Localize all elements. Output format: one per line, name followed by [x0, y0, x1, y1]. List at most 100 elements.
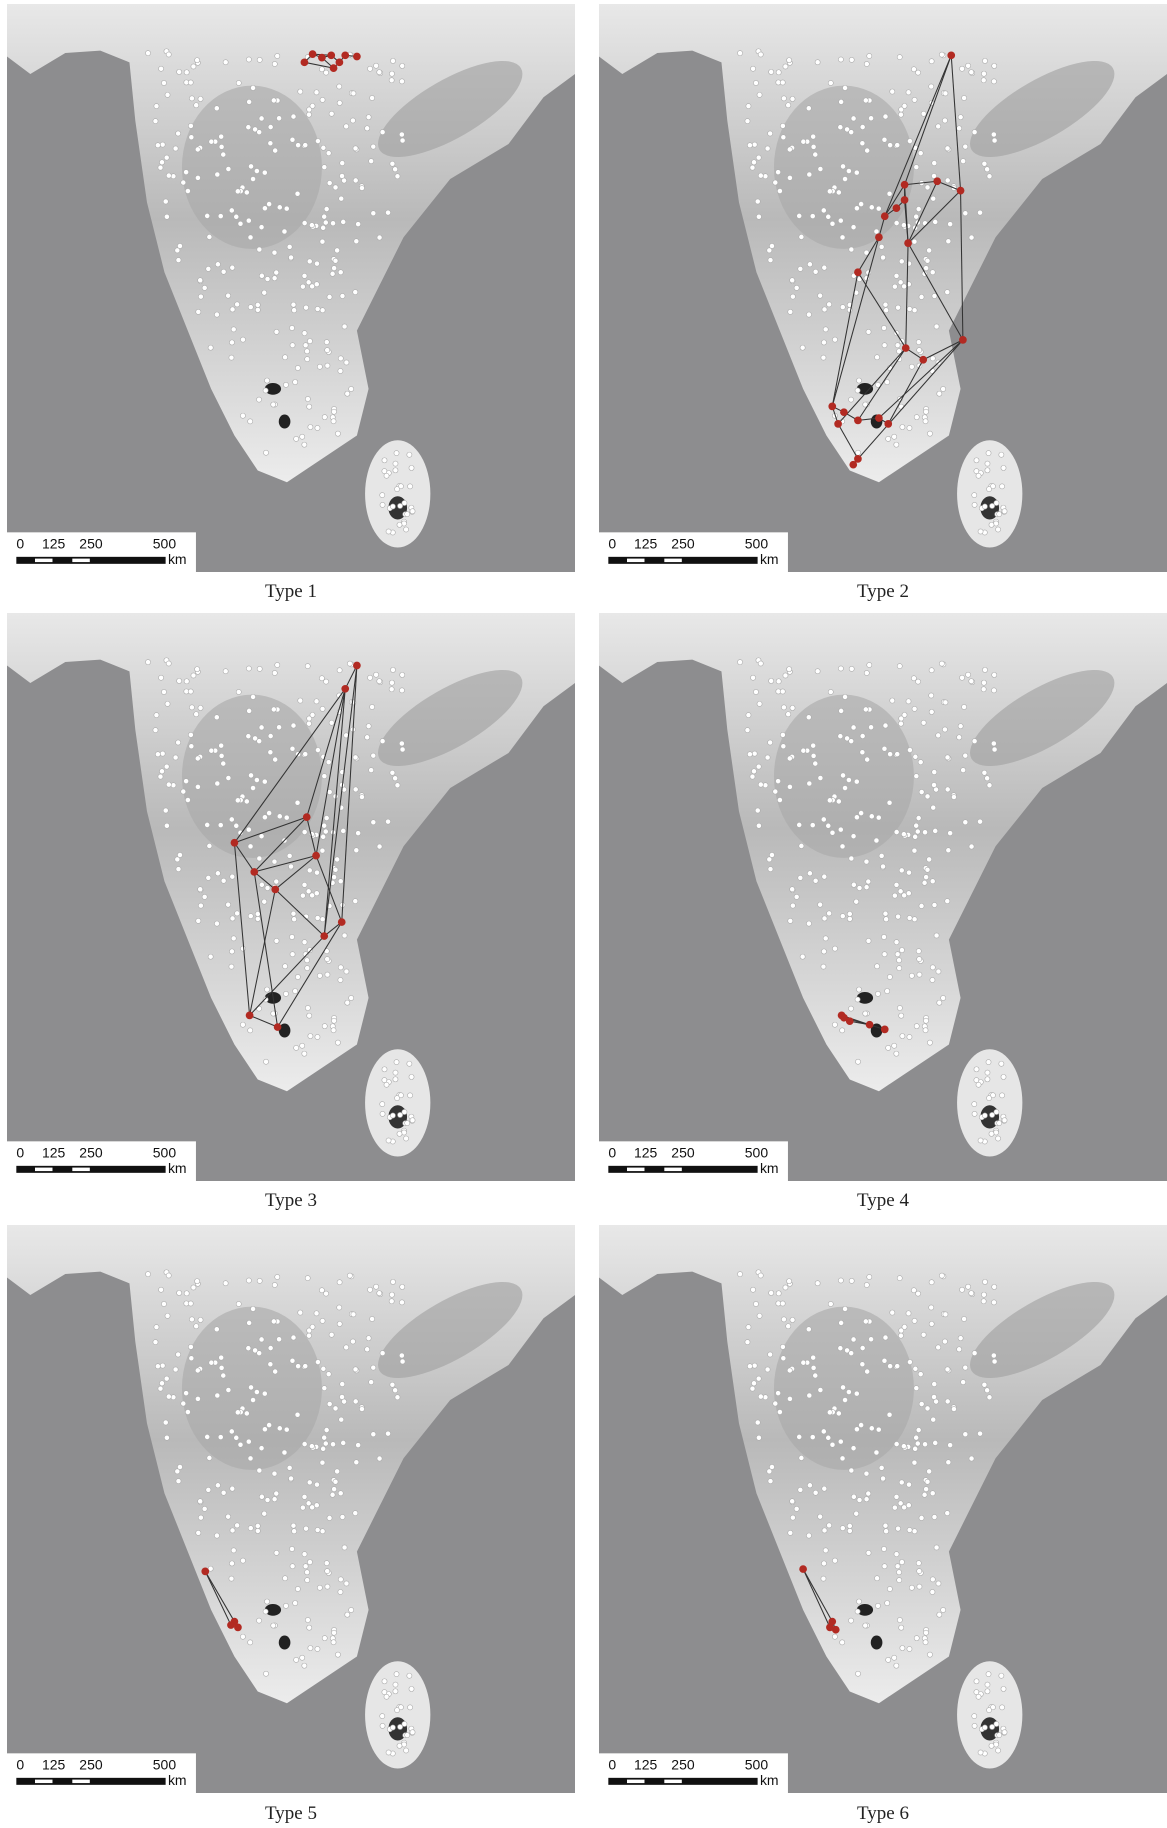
site: [400, 138, 405, 143]
site: [226, 293, 231, 298]
site: [790, 1515, 795, 1520]
site: [875, 1603, 880, 1608]
site: [747, 1364, 752, 1369]
site: [898, 889, 903, 894]
site: [768, 1352, 773, 1357]
site: [317, 364, 322, 369]
site: [912, 97, 917, 102]
site: [338, 1577, 343, 1582]
site: [259, 1337, 264, 1342]
site: [324, 340, 329, 345]
site: [919, 294, 924, 299]
site: [293, 989, 298, 994]
site: [390, 161, 395, 166]
site: [899, 948, 904, 953]
site: [900, 1646, 905, 1651]
site: [929, 693, 934, 698]
site: [781, 744, 786, 749]
network-site: [902, 344, 910, 352]
site: [869, 725, 874, 730]
site: [219, 753, 224, 758]
site: [969, 679, 974, 684]
site: [154, 1325, 159, 1330]
site: [851, 116, 856, 121]
site: [221, 1373, 226, 1378]
site: [756, 214, 761, 219]
site: [393, 461, 398, 466]
site: [992, 1284, 997, 1289]
site: [931, 196, 936, 201]
site: [934, 933, 939, 938]
site: [869, 814, 874, 819]
site: [869, 1337, 874, 1342]
site: [380, 130, 385, 135]
site: [274, 1550, 279, 1555]
site: [324, 206, 329, 211]
site: [226, 1514, 231, 1519]
site: [840, 844, 845, 849]
site: [409, 465, 414, 470]
site: [901, 1444, 906, 1449]
site: [985, 1689, 990, 1694]
site: [854, 815, 859, 820]
network-site: [274, 1023, 282, 1031]
site: [306, 889, 311, 894]
site: [832, 1022, 837, 1027]
site: [902, 103, 907, 108]
site: [894, 1663, 899, 1668]
site: [248, 235, 253, 240]
map-panel: 0125250500km: [599, 4, 1167, 572]
site: [321, 834, 326, 839]
site: [854, 170, 859, 175]
site: [916, 340, 921, 345]
site: [788, 309, 793, 314]
site: [874, 964, 879, 969]
site: [165, 1313, 170, 1318]
site: [930, 977, 935, 982]
site: [884, 308, 889, 313]
site: [189, 1317, 194, 1322]
site: [246, 1439, 251, 1444]
site: [215, 1483, 220, 1488]
network-site: [353, 53, 361, 61]
site: [307, 868, 312, 873]
site: [325, 972, 330, 977]
site: [865, 757, 870, 762]
site: [897, 664, 902, 669]
site: [338, 977, 343, 982]
site: [307, 1625, 312, 1630]
site: [370, 95, 375, 100]
site: [987, 174, 992, 179]
scale-label: 250: [671, 1145, 695, 1161]
site: [839, 708, 844, 713]
site: [389, 680, 394, 685]
site: [268, 1345, 273, 1350]
sri-lanka: [365, 1661, 430, 1768]
network-site: [919, 356, 927, 364]
site: [906, 870, 911, 875]
site: [768, 131, 773, 136]
site: [399, 79, 404, 84]
site: [925, 867, 930, 872]
site: [295, 1412, 300, 1417]
site: [250, 785, 255, 790]
site: [859, 811, 864, 816]
site: [838, 1346, 843, 1351]
site: [184, 70, 189, 75]
site: [776, 779, 781, 784]
site: [927, 1040, 932, 1045]
site: [951, 794, 956, 799]
site: [930, 1589, 935, 1594]
site: [945, 787, 950, 792]
site: [918, 151, 923, 156]
site: [235, 1410, 240, 1415]
site: [300, 893, 305, 898]
site: [314, 1482, 319, 1487]
site: [221, 269, 226, 274]
site: [271, 1623, 276, 1628]
site: [849, 666, 854, 671]
site: [257, 247, 262, 252]
site: [922, 1492, 927, 1497]
site: [394, 1708, 399, 1713]
site: [923, 1630, 928, 1635]
